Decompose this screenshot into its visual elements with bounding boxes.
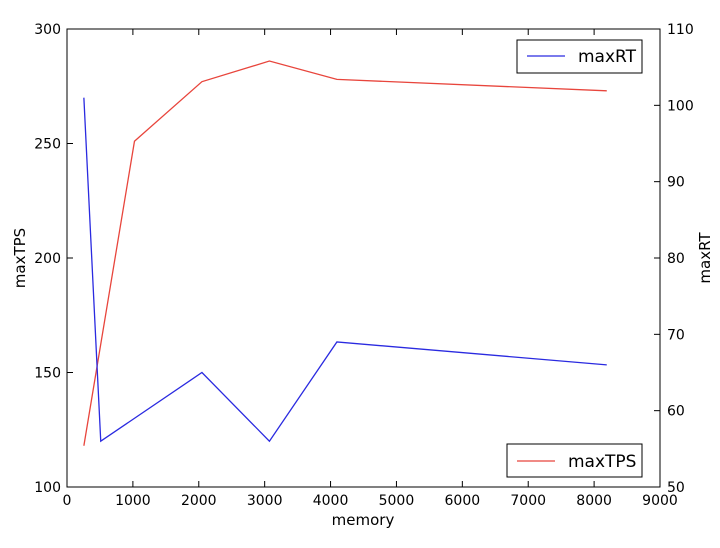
x-tick-label: 5000 xyxy=(379,493,415,509)
y2-tick-label: 70 xyxy=(667,327,685,343)
legend-maxTPS: maxTPS xyxy=(506,443,643,478)
y2-tick-label: 50 xyxy=(667,480,685,496)
x-tick-label: 2000 xyxy=(181,493,217,509)
x-tick-label: 4000 xyxy=(313,493,349,509)
x-tick-label: 7000 xyxy=(510,493,546,509)
series-line-maxTPS xyxy=(83,60,607,446)
right-y-axis-ticks: 50 60 70 80 90 100 110 xyxy=(654,22,694,496)
y2-tick-label: 110 xyxy=(667,22,694,38)
x-axis-label: memory xyxy=(332,511,395,529)
y2-tick-label: 100 xyxy=(667,98,694,114)
left-y-axis-ticks: 100 150 200 250 300 xyxy=(34,22,73,496)
x-tick-label: 3000 xyxy=(247,493,283,509)
x-tick-label: 1000 xyxy=(115,493,151,509)
legend-maxTPS-label: maxTPS xyxy=(568,452,636,472)
y-tick-label: 250 xyxy=(34,137,61,153)
y2-tick-label: 80 xyxy=(667,251,685,267)
y-tick-label: 150 xyxy=(34,366,61,382)
left-y-axis-label: maxTPS xyxy=(11,228,29,288)
y-tick-label: 200 xyxy=(34,251,61,267)
x-tick-label: 8000 xyxy=(576,493,612,509)
y-tick-label: 300 xyxy=(34,22,61,38)
x-tick-label: 9000 xyxy=(642,493,678,509)
series-line-maxRT xyxy=(83,97,607,443)
x-tick-label: 6000 xyxy=(445,493,481,509)
y-tick-label: 100 xyxy=(34,480,61,496)
right-y-axis-label: maxRT xyxy=(696,232,714,284)
x-axis-ticks: 0 1000 2000 3000 4000 5000 6000 7000 8000 9000 xyxy=(63,29,678,509)
y2-tick-label: 60 xyxy=(667,404,685,420)
legend-maxRT-label: maxRT xyxy=(578,47,637,67)
x-tick-label: 0 xyxy=(63,493,72,509)
y2-tick-label: 90 xyxy=(667,175,685,191)
legend-maxRT: maxRT xyxy=(516,39,643,74)
plot-area xyxy=(66,28,661,488)
series-layer xyxy=(83,60,607,446)
